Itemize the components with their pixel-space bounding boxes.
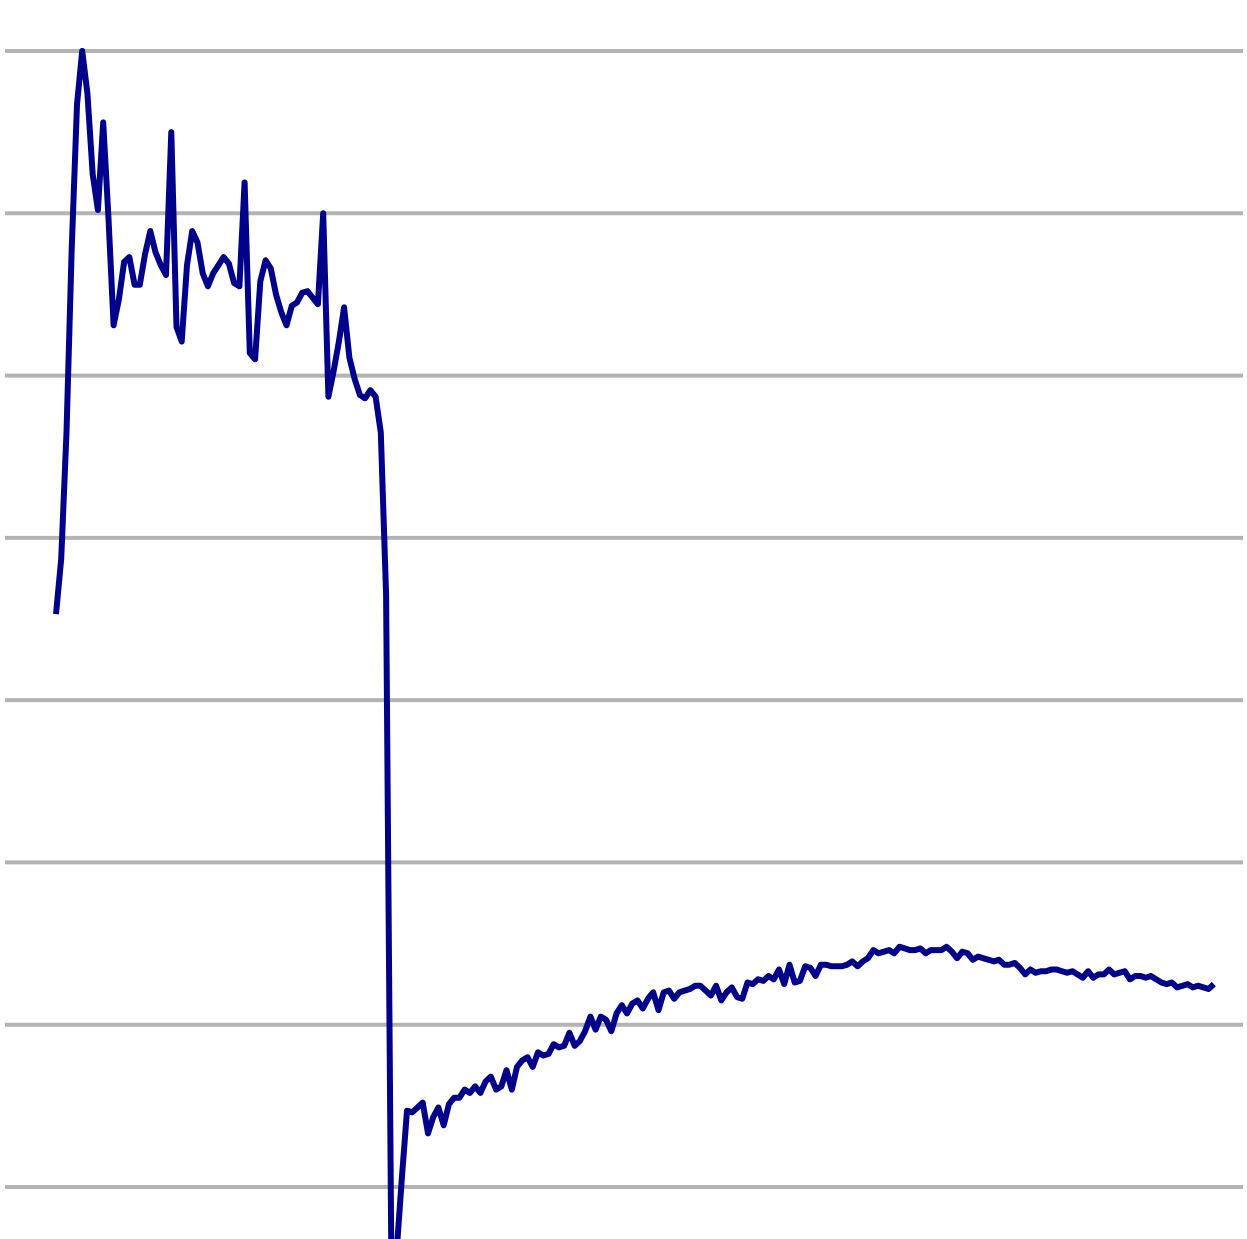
gridlines <box>5 49 1243 1189</box>
series-layer <box>53 48 1216 1239</box>
series-line-0 <box>53 48 1216 1239</box>
